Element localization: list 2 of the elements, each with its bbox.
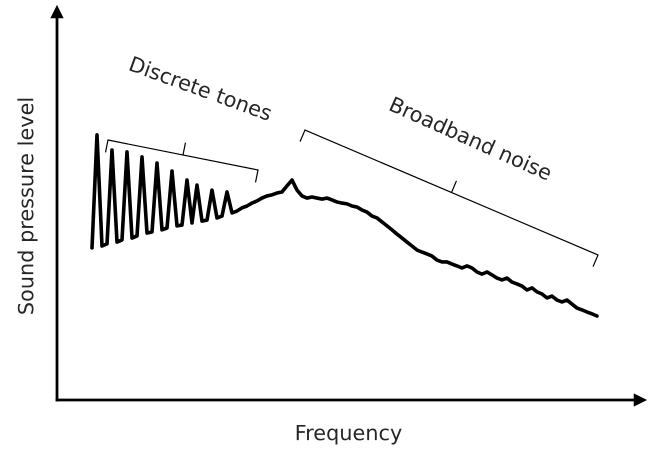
x-axis-title: Frequency — [296, 424, 402, 444]
y-axis-title: Sound pressure level — [17, 98, 38, 314]
